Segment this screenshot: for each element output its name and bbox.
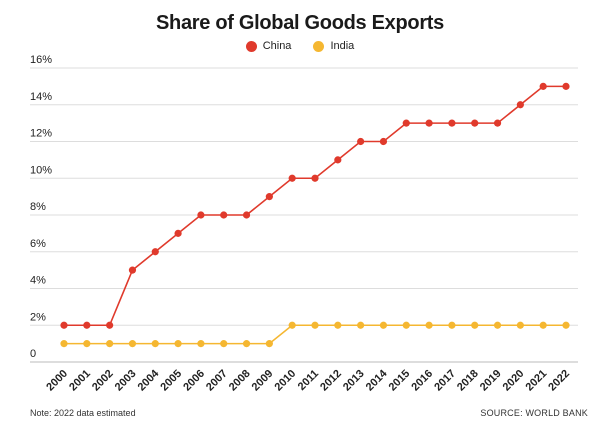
x-tick-label: 2006 [181, 368, 207, 394]
china-point [106, 321, 114, 329]
china-point [83, 321, 91, 329]
china-point [174, 229, 182, 237]
india-point [128, 340, 137, 348]
legend: China India [0, 40, 600, 52]
china-point [539, 82, 547, 90]
india-point [379, 321, 388, 329]
china-point [311, 174, 319, 182]
legend-item-china: China [245, 40, 292, 52]
india-point [562, 321, 570, 329]
china-point [151, 248, 159, 256]
x-tick-label: 2002 [90, 368, 116, 394]
china-point [128, 266, 137, 274]
source-label: SOURCE: WORLD BANK [480, 408, 588, 418]
y-tick-label: 16% [30, 54, 52, 66]
china-point [334, 156, 342, 164]
y-tick-label: 4% [30, 275, 46, 287]
india-point [288, 321, 296, 329]
india-point [174, 340, 182, 348]
x-tick-label: 2004 [136, 367, 162, 393]
china-point [220, 211, 228, 219]
india-point [197, 340, 205, 348]
x-tick-label: 2016 [409, 368, 435, 394]
y-tick-label: 10% [30, 164, 52, 176]
india-point [106, 340, 114, 348]
india-point [83, 340, 91, 348]
x-tick-label: 2017 [432, 368, 458, 394]
legend-swatch [313, 40, 325, 52]
india-point [60, 340, 68, 348]
india-point [357, 321, 365, 329]
china-line [64, 85, 566, 327]
india-point [493, 321, 502, 329]
x-tick-label: 2009 [250, 368, 276, 394]
china-point [493, 119, 502, 127]
china-point [197, 211, 205, 219]
india-point [516, 321, 524, 329]
china-point [402, 119, 410, 127]
y-tick-label: 8% [30, 201, 46, 213]
china-point [242, 211, 251, 219]
india-point [334, 321, 342, 329]
legend-label: China [262, 40, 292, 52]
x-tick-label: 2019 [478, 368, 504, 394]
china-point [357, 137, 365, 146]
chart-title: Share of Global Goods Exports [155, 12, 444, 34]
india-point [402, 321, 410, 329]
x-tick-label: 2007 [204, 368, 230, 394]
x-tick-label: 2010 [273, 368, 299, 394]
legend-swatch [245, 40, 257, 52]
china-point [516, 101, 524, 109]
x-tick-label: 2013 [341, 368, 367, 394]
x-tick-label: 2011 [296, 368, 321, 393]
china-point [471, 119, 479, 127]
y-tick-label: 6% [30, 238, 46, 250]
china-point [288, 174, 296, 182]
legend-item-india: India [313, 40, 354, 52]
x-tick-label: 2022 [546, 368, 572, 394]
x-tick-label: 2012 [318, 368, 344, 394]
x-tick-label: 2018 [455, 368, 481, 394]
x-tick-label: 2020 [501, 368, 527, 394]
china-point [265, 193, 273, 201]
india-point [265, 340, 273, 348]
china-point [60, 321, 68, 329]
india-point [448, 321, 456, 329]
y-tick-label: 14% [30, 91, 52, 103]
india-point [471, 321, 479, 329]
x-tick-label: 2015 [387, 368, 413, 394]
x-tick-label: 2001 [67, 368, 93, 394]
y-tick-label: 2% [30, 311, 46, 323]
china-point [448, 119, 456, 127]
india-point [425, 321, 433, 329]
india-point [539, 321, 547, 329]
legend-label: India [330, 40, 355, 52]
y-tick-label: 0 [30, 348, 36, 360]
x-tick-label: 2003 [113, 368, 139, 394]
x-tick-label: 2014 [364, 367, 390, 393]
x-tick-label: 2021 [524, 368, 550, 394]
india-point [151, 340, 159, 348]
india-point [242, 340, 251, 348]
china-point [425, 119, 433, 127]
china-point [379, 137, 388, 146]
x-tick-label: 2008 [227, 368, 253, 394]
footnote: Note: 2022 data estimated [30, 408, 136, 418]
india-point [220, 340, 228, 348]
china-point [562, 82, 570, 90]
india-point [311, 321, 319, 329]
x-tick-label: 2000 [44, 368, 70, 394]
x-tick-label: 2005 [158, 368, 184, 394]
y-tick-label: 12% [30, 128, 52, 140]
